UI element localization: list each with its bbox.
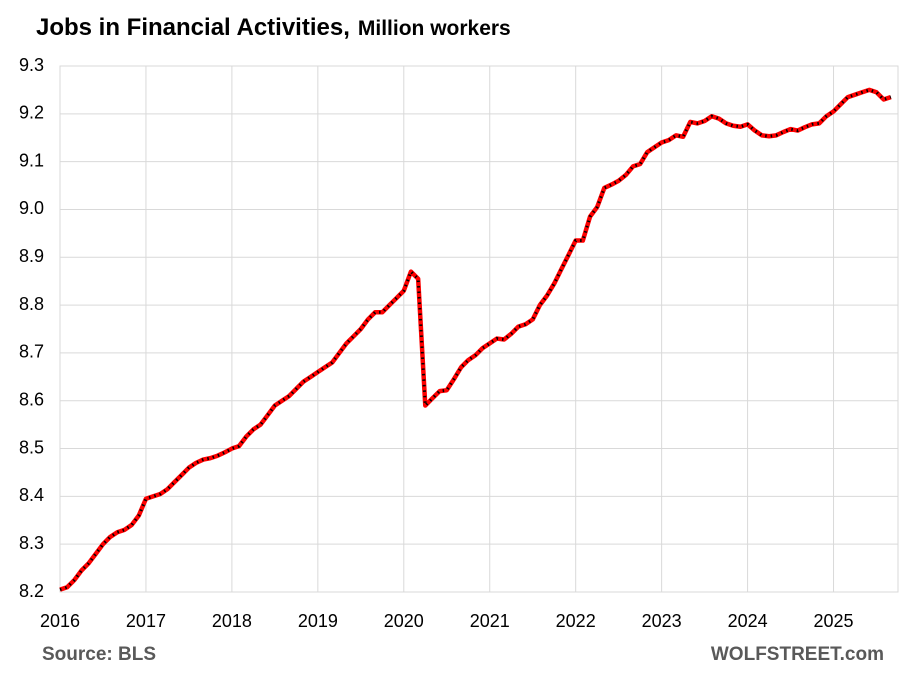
y-tick-label: 8.3	[19, 533, 44, 553]
x-tick-label: 2016	[40, 611, 80, 631]
y-tick-label: 8.5	[19, 437, 44, 457]
y-tick-label: 8.4	[19, 485, 44, 505]
title: Jobs in Financial Activities,	[36, 14, 350, 41]
x-tick-label: 2018	[212, 611, 252, 631]
x-tick-label: 2023	[642, 611, 682, 631]
plot-area	[59, 87, 892, 592]
y-tick-label: 9.0	[19, 198, 44, 218]
subtitle: Million workers	[358, 17, 511, 40]
x-tick-label: 2019	[298, 611, 338, 631]
y-tick-label: 8.6	[19, 389, 44, 409]
plot-border	[59, 65, 899, 593]
y-tick-label: 8.7	[19, 342, 44, 362]
data-line-dots	[59, 88, 892, 592]
credit: WOLFSTREET.com	[711, 644, 884, 665]
y-tick-label: 8.8	[19, 294, 44, 314]
y-tick-label: 9.1	[19, 150, 44, 170]
source: Source: BLS	[42, 644, 156, 665]
x-tick-label: 2020	[384, 611, 424, 631]
y-tick-label: 9.2	[19, 103, 44, 123]
x-tick-label: 2021	[470, 611, 510, 631]
y-tick-label: 8.9	[19, 246, 44, 266]
grid	[59, 65, 899, 593]
y-tick-label: 9.3	[19, 55, 44, 75]
y-tick-label: 8.2	[19, 581, 44, 601]
x-tick-label: 2025	[814, 611, 854, 631]
x-tick-label: 2024	[728, 611, 768, 631]
chart-title: Jobs in Financial Activities, Million wor…	[36, 14, 511, 41]
x-tick-label: 2017	[126, 611, 166, 631]
x-tick-label: 2022	[556, 611, 596, 631]
data-line	[59, 87, 892, 592]
